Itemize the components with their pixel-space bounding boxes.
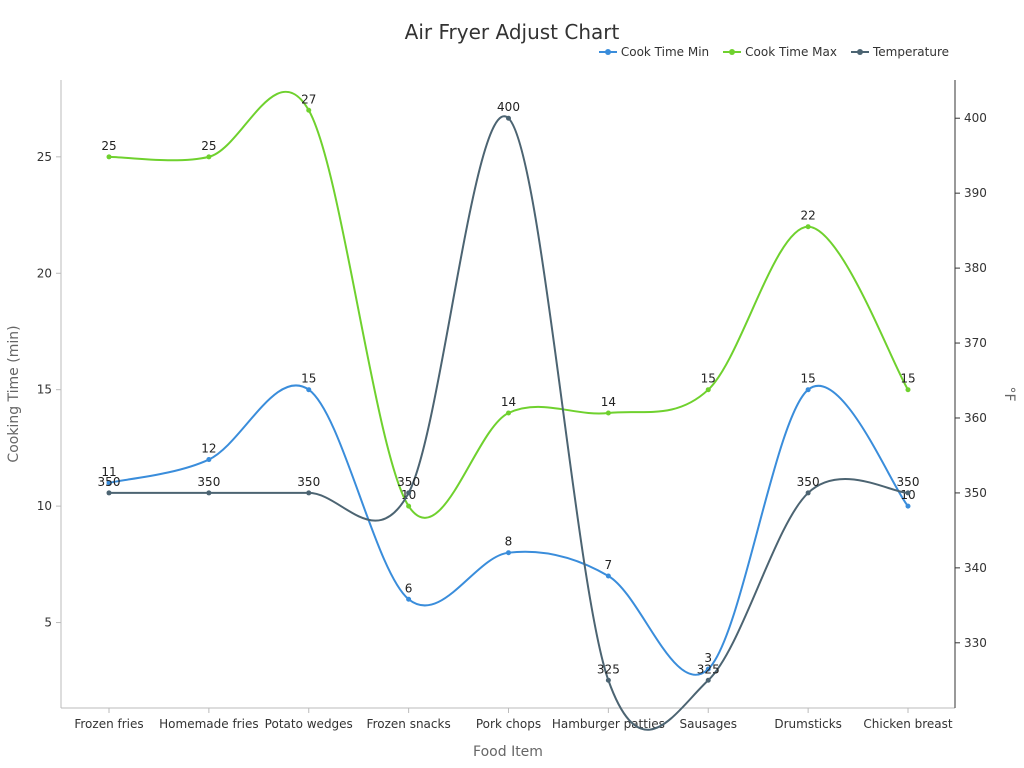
data-label-cook-time-min: 15 (301, 372, 316, 386)
y-tick-label: 20 (37, 266, 52, 280)
y2-tick-label: 390 (964, 186, 987, 200)
data-point-cook-time-min (905, 503, 911, 509)
y2-tick-label: 330 (964, 636, 987, 650)
data-point-temperature (106, 490, 112, 496)
y2-tick-label: 360 (964, 411, 987, 425)
legend-label-cook-time-min: Cook Time Min (620, 45, 710, 59)
data-point-temperature (805, 490, 811, 496)
legend-item-cook-time-max[interactable]: Cook Time Max (723, 45, 837, 59)
data-point-temperature (506, 115, 511, 121)
x-axis-title: Food Item (473, 744, 543, 760)
series-line-cook-time-max (108, 91, 909, 519)
data-label-cook-time-min: 12 (201, 442, 216, 456)
data-point-cook-time-min (805, 387, 811, 393)
data-label-temperature: 400 (497, 100, 520, 114)
data-point-cook-time-max (306, 107, 312, 113)
legend-item-cook-time-min[interactable]: Cook Time Min (598, 45, 710, 59)
data-point-cook-time-min (506, 550, 511, 556)
y2-axis-title: °F (1001, 386, 1017, 401)
data-label-cook-time-min: 7 (605, 558, 613, 572)
data-label-cook-time-max: 22 (800, 209, 815, 223)
legend-swatch-cook-time-min (598, 47, 617, 57)
data-point-cook-time-max (705, 387, 711, 393)
legend-item-temperature[interactable]: Temperature (850, 45, 949, 59)
y-tick-label: 15 (37, 383, 52, 397)
series-line-cook-time-min (108, 384, 909, 676)
data-label-cook-time-min: 15 (800, 372, 815, 386)
legend: Cook Time Min Cook Time Max Temperature (598, 45, 949, 59)
data-label-temperature: 350 (897, 475, 920, 489)
data-point-temperature (206, 490, 212, 496)
data-point-cook-time-max (206, 154, 212, 160)
data-label-cook-time-max: 14 (601, 395, 616, 409)
y-tick-label: 10 (37, 499, 52, 513)
data-label-cook-time-min: 8 (505, 535, 513, 549)
data-point-temperature (905, 490, 911, 496)
legend-swatch-cook-time-max (723, 47, 742, 57)
y2-tick-label: 370 (964, 336, 987, 350)
data-point-temperature (406, 490, 412, 496)
data-point-cook-time-max (106, 154, 112, 160)
data-label-cook-time-max: 25 (201, 139, 216, 153)
data-label-cook-time-min: 3 (704, 651, 712, 665)
y-axis-title: Cooking Time (min) (6, 325, 22, 462)
y-tick-label: 5 (44, 616, 52, 630)
data-point-cook-time-max (905, 387, 911, 393)
legend-label-temperature: Temperature (872, 45, 949, 59)
data-point-temperature (605, 677, 611, 683)
data-label-temperature: 325 (697, 662, 720, 676)
x-tick-label-homemade-fries: Homemade fries (159, 717, 258, 731)
data-point-cook-time-max (805, 224, 811, 230)
x-tick-label-frozen-fries: Frozen fries (74, 717, 143, 731)
x-tick-label-sausages: Sausages (680, 717, 737, 731)
data-point-cook-time-min (306, 387, 312, 393)
data-label-cook-time-max: 15 (900, 372, 915, 386)
legend-swatch-temperature (850, 47, 869, 57)
data-point-cook-time-min (406, 596, 412, 602)
data-label-temperature: 350 (297, 475, 320, 489)
data-label-temperature: 325 (597, 662, 620, 676)
legend-label-cook-time-max: Cook Time Max (745, 45, 837, 59)
data-label-temperature: 350 (397, 475, 420, 489)
data-label-cook-time-min: 11 (101, 465, 116, 479)
data-label-cook-time-max: 15 (701, 372, 716, 386)
data-label-cook-time-max: 27 (301, 92, 316, 106)
series-line-temperature (109, 115, 909, 731)
x-tick-label-potato-wedges: Potato wedges (265, 717, 353, 731)
y2-tick-label: 340 (964, 561, 987, 575)
data-point-cook-time-max (406, 503, 412, 509)
data-point-temperature (306, 490, 312, 496)
data-point-cook-time-min (106, 480, 112, 486)
x-tick-label-chicken-breast: Chicken breast (863, 717, 953, 731)
data-point-cook-time-max (506, 410, 511, 416)
data-point-cook-time-max (605, 410, 611, 416)
data-label-temperature: 350 (797, 475, 820, 489)
x-tick-label-drumsticks: Drumsticks (774, 717, 842, 731)
chart-title: Air Fryer Adjust Chart (404, 20, 620, 44)
data-label-cook-time-max: 25 (101, 139, 116, 153)
data-point-temperature (705, 677, 711, 683)
data-label-cook-time-max: 14 (501, 395, 516, 409)
data-label-temperature: 350 (197, 475, 220, 489)
y-tick-label: 25 (37, 150, 52, 164)
data-point-cook-time-min (605, 573, 611, 579)
y2-tick-label: 380 (964, 261, 987, 275)
data-label-temperature: 350 (98, 475, 121, 489)
x-tick-label-pork-chops: Pork chops (476, 717, 541, 731)
x-tick-label-frozen-snacks: Frozen snacks (367, 717, 451, 731)
y2-tick-label: 400 (964, 111, 987, 125)
y2-tick-label: 350 (964, 486, 987, 500)
data-point-cook-time-min (206, 457, 212, 463)
data-label-cook-time-min: 6 (405, 581, 413, 595)
data-point-cook-time-min (705, 666, 711, 672)
